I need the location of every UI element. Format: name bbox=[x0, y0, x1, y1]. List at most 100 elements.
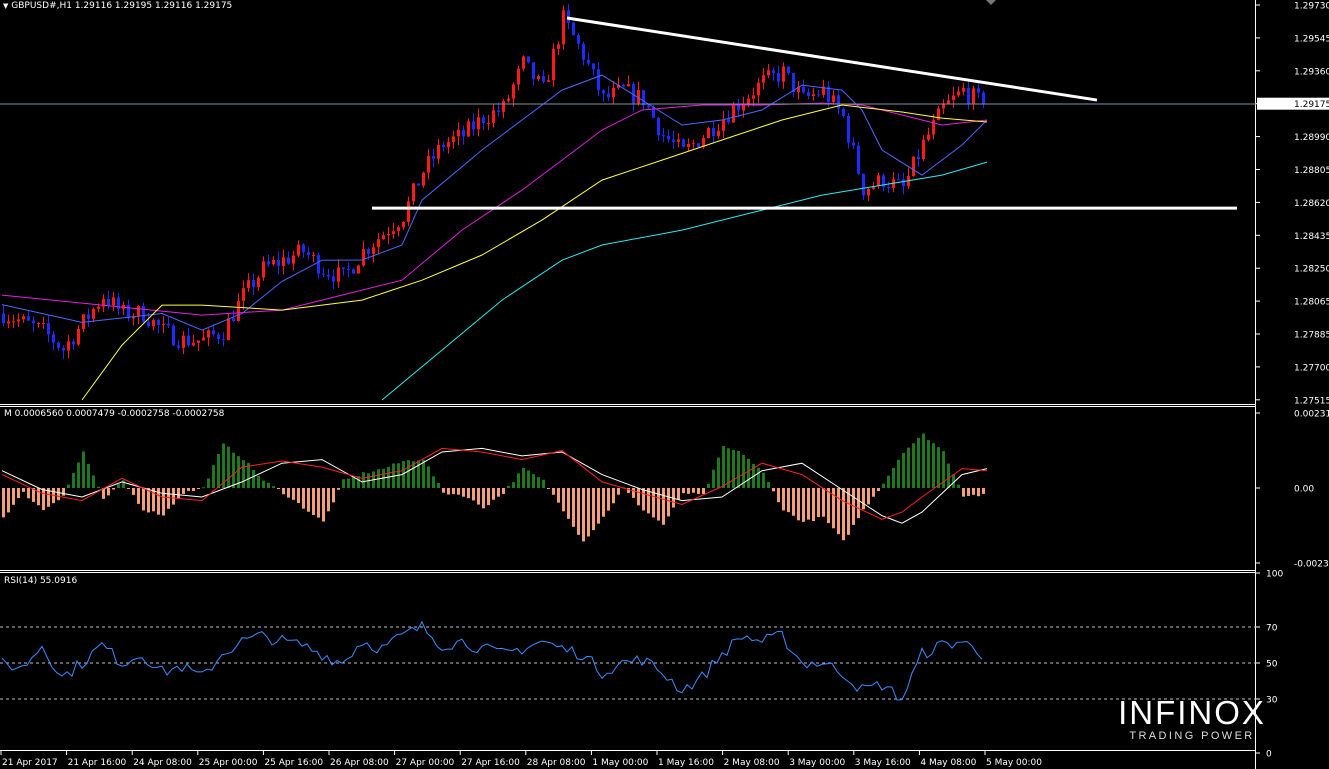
macd-histogram-bar bbox=[447, 488, 450, 495]
candle-body bbox=[882, 175, 885, 188]
candle-body bbox=[277, 260, 280, 266]
macd-histogram-bar bbox=[947, 463, 950, 488]
time-tick-label: 1 May 00:00 bbox=[592, 758, 648, 768]
candle-body bbox=[837, 95, 840, 109]
candle-body bbox=[17, 319, 20, 322]
candle-body bbox=[817, 94, 820, 96]
candle-body bbox=[587, 59, 590, 64]
candle-body bbox=[552, 48, 555, 81]
candle-body bbox=[332, 276, 335, 282]
time-tick-label: 25 Apr 00:00 bbox=[199, 758, 258, 768]
rsi-panel[interactable] bbox=[0, 620, 1256, 701]
candle-body bbox=[372, 247, 375, 254]
candle-body bbox=[787, 66, 790, 74]
macd-histogram-bar bbox=[892, 467, 895, 488]
time-tick-label: 4 May 08:00 bbox=[920, 758, 976, 768]
macd-histogram-bar bbox=[112, 488, 115, 490]
dropdown-triangle-icon[interactable]: ▼ bbox=[3, 2, 9, 10]
time-tick-label: 24 Apr 08:00 bbox=[133, 758, 192, 768]
candle-body bbox=[152, 319, 155, 327]
macd-histogram-bar bbox=[337, 488, 340, 490]
candle-body bbox=[737, 105, 740, 111]
candle-body bbox=[502, 101, 505, 112]
macd-histogram-bar bbox=[287, 488, 290, 498]
candle-body bbox=[347, 268, 350, 270]
candle-body bbox=[112, 297, 115, 306]
candle-body bbox=[182, 335, 185, 348]
macd-histogram-bar bbox=[722, 446, 725, 488]
candle-body bbox=[162, 323, 165, 326]
macd-histogram-bar bbox=[862, 488, 865, 510]
candle-body bbox=[72, 341, 75, 345]
macd-histogram-bar bbox=[912, 443, 915, 488]
macd-histogram-bar bbox=[137, 488, 140, 504]
candle-body bbox=[432, 155, 435, 159]
macd-histogram-bar bbox=[482, 488, 485, 509]
macd-histogram-bar bbox=[362, 472, 365, 488]
macd-histogram-bar bbox=[102, 488, 105, 499]
macd-histogram-bar bbox=[177, 488, 180, 499]
macd-histogram-bar bbox=[967, 488, 970, 496]
macd-histogram-bar bbox=[132, 488, 135, 495]
candle-body bbox=[107, 298, 110, 306]
candle-body bbox=[172, 325, 175, 346]
macd-histogram-bar bbox=[462, 488, 465, 497]
candle-body bbox=[582, 43, 585, 60]
candle-body bbox=[287, 257, 290, 264]
shift-marker-icon[interactable] bbox=[986, 0, 996, 5]
candle-body bbox=[337, 267, 340, 282]
candle-body bbox=[262, 261, 265, 278]
macd-histogram-bar bbox=[97, 486, 100, 488]
candle-body bbox=[242, 288, 245, 301]
time-tick-label: 3 May 16:00 bbox=[855, 758, 911, 768]
candle-body bbox=[832, 95, 835, 103]
macd-histogram-bar bbox=[692, 488, 695, 493]
macd-histogram-bar bbox=[432, 476, 435, 488]
macd-histogram-bar bbox=[727, 448, 730, 488]
candle-body bbox=[932, 120, 935, 135]
candle-body bbox=[67, 341, 70, 351]
candle-body bbox=[872, 186, 875, 189]
infinox-logo: INFINOX TRADING POWER bbox=[1112, 696, 1272, 743]
candle-body bbox=[322, 273, 325, 275]
candle-body bbox=[857, 145, 860, 174]
macd-histogram-bar bbox=[427, 466, 430, 488]
candle-body bbox=[267, 261, 270, 265]
rsi-tick-label: 50 bbox=[1266, 660, 1278, 670]
macd-panel[interactable] bbox=[1, 433, 988, 542]
candle-body bbox=[957, 91, 960, 96]
candle-body bbox=[692, 143, 695, 145]
macd-histogram-bar bbox=[642, 488, 645, 511]
macd-histogram-bar bbox=[552, 488, 555, 495]
candle-body bbox=[927, 134, 930, 140]
macd-histogram-bar bbox=[932, 443, 935, 488]
candle-body bbox=[427, 155, 430, 173]
candle-body bbox=[377, 239, 380, 248]
macd-histogram-bar bbox=[532, 474, 535, 488]
macd-tick-label: 0.00 bbox=[1294, 485, 1314, 495]
macd-histogram-bar bbox=[562, 488, 565, 512]
candle-body bbox=[12, 321, 15, 323]
candle-body bbox=[352, 269, 355, 274]
macd-histogram-bar bbox=[517, 473, 520, 488]
macd-histogram-bar bbox=[872, 488, 875, 497]
candle-body bbox=[42, 323, 45, 325]
time-tick-label: 27 Apr 00:00 bbox=[396, 758, 455, 768]
macd-histogram-bar bbox=[497, 488, 500, 497]
macd-histogram-bar bbox=[492, 488, 495, 500]
candle-body bbox=[87, 314, 90, 319]
candle-body bbox=[847, 115, 850, 143]
price-panel[interactable] bbox=[0, 4, 1256, 401]
candle-body bbox=[612, 87, 615, 98]
macd-histogram-bar bbox=[982, 488, 985, 494]
rsi-line bbox=[1, 620, 983, 701]
candle-body bbox=[302, 244, 305, 253]
candle-body bbox=[197, 340, 200, 343]
candle-body bbox=[92, 308, 95, 319]
candle-body bbox=[717, 130, 720, 137]
macd-histogram-bar bbox=[442, 488, 445, 493]
macd-histogram-bar bbox=[922, 433, 925, 488]
macd-histogram-bar bbox=[507, 485, 510, 488]
